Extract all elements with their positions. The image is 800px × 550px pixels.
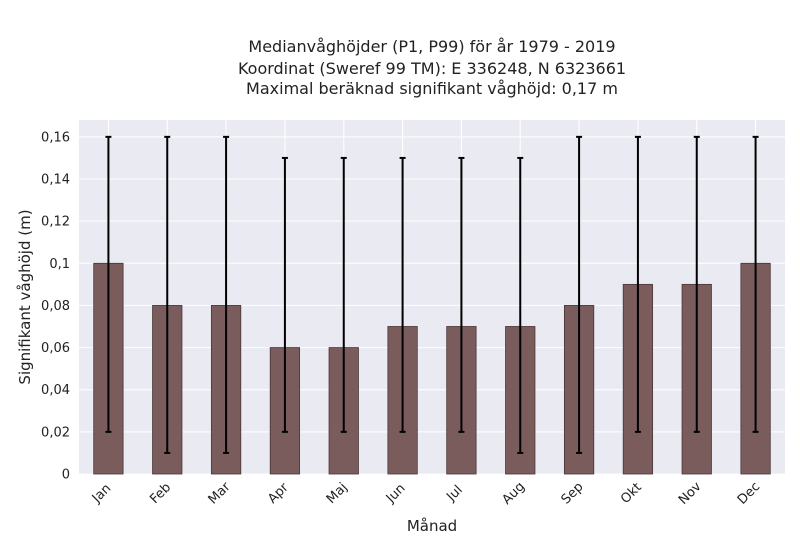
error-bars: [105, 135, 759, 454]
y-tick-label: 0,14: [41, 173, 70, 188]
x-tick-label: Okt: [618, 480, 645, 507]
x-tick-label: Jan: [89, 481, 114, 506]
error-bar-aug: [517, 156, 524, 454]
chart-title-line-1: Medianvåghöjder (P1, P99) för år 1979 - …: [248, 37, 615, 56]
y-tick-label: 0,06: [41, 341, 70, 356]
error-bar-apr: [281, 156, 288, 433]
error-bar-feb: [164, 135, 171, 454]
y-tick-label: 0,04: [41, 383, 70, 398]
x-tick-label: Feb: [147, 480, 174, 507]
x-tick-label: Nov: [676, 479, 705, 508]
x-tick-label: Sep: [559, 480, 587, 508]
error-bar-nov: [693, 135, 700, 433]
plot-area: [79, 120, 785, 474]
error-bar-jul: [458, 156, 465, 433]
x-axis-ticks: Jan Feb Mar Apr Maj Jun Jul Aug Sep Okt Nov Dec: [89, 479, 763, 508]
error-bar-jan: [105, 135, 112, 433]
x-tick-label: Dec: [735, 479, 763, 507]
x-tick-label: Jun: [383, 481, 409, 507]
y-axis-label: Signifikant våghöjd (m): [16, 209, 34, 384]
chart-title-line-2: Koordinat (Sweref 99 TM): E 336248, N 63…: [238, 59, 626, 78]
y-tick-label: 0,1: [49, 257, 70, 272]
y-axis-ticks: 0 0,02 0,04 0,06 0,08 0,1 0,12 0,14 0,16: [41, 130, 70, 482]
error-bar-okt: [634, 135, 641, 433]
x-tick-label: Apr: [265, 480, 292, 507]
x-tick-label: Maj: [324, 480, 351, 507]
y-tick-label: 0,12: [41, 215, 70, 230]
y-tick-label: 0,16: [41, 130, 70, 145]
error-bar-maj: [340, 156, 347, 433]
x-tick-label: Jul: [443, 483, 465, 505]
y-tick-label: 0,08: [41, 299, 70, 314]
error-bar-sep: [576, 135, 583, 454]
chart-title-line-3: Maximal beräknad signifikant våghöjd: 0,…: [246, 79, 618, 98]
error-bar-jun: [399, 156, 406, 433]
x-tick-label: Aug: [499, 479, 528, 508]
y-tick-label: 0,02: [41, 425, 70, 440]
x-tick-label: Mar: [206, 479, 234, 507]
error-bar-mar: [223, 135, 230, 454]
error-bar-dec: [752, 135, 759, 433]
x-axis-label: Månad: [407, 517, 457, 535]
y-tick-label: 0: [62, 468, 70, 483]
